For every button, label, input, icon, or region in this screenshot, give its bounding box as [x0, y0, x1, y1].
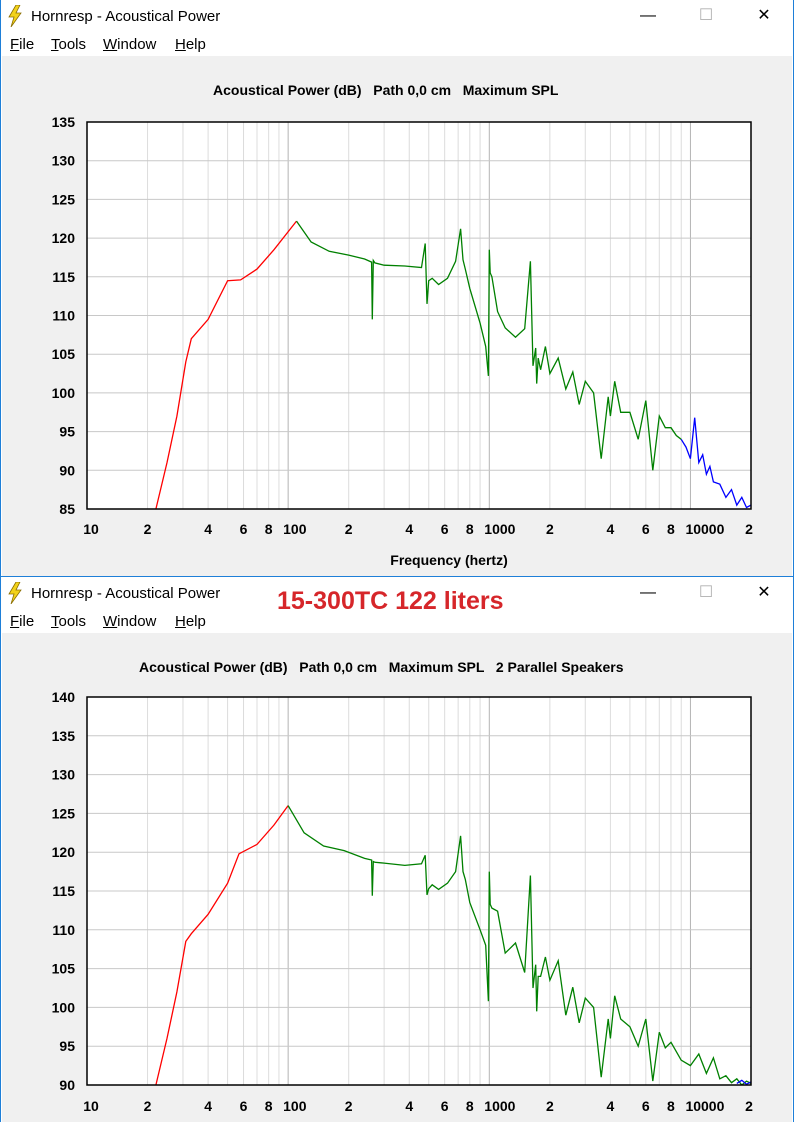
- y-tick-label: 115: [52, 883, 75, 899]
- x-tick-label: 4: [607, 521, 615, 537]
- x-tick-label: 4: [405, 521, 413, 537]
- x-tick-label: 2: [745, 521, 753, 537]
- y-tick-label: 105: [52, 961, 76, 977]
- chart-title: Acoustical Power (dB) Path 0,0 cm Maximu…: [213, 82, 559, 98]
- menu-window[interactable]: Window: [103, 613, 157, 630]
- x-tick-label: 2: [345, 1098, 353, 1114]
- y-tick-label: 120: [52, 844, 76, 860]
- menu-help[interactable]: Help: [175, 613, 206, 630]
- x-tick-label: 6: [441, 1098, 449, 1114]
- menu-tools[interactable]: Tools: [51, 36, 87, 53]
- grid: [87, 122, 751, 509]
- series-line-1: [295, 220, 682, 471]
- plot-frame: [86, 121, 752, 510]
- hornresp-window-1: Hornresp - Acoustical Power — ☐ ✕ File T…: [0, 0, 794, 576]
- x-tick-label: 4: [204, 1098, 212, 1114]
- y-tick-label: 135: [52, 114, 76, 130]
- menu-bar: File Tools Window Help: [1, 610, 793, 632]
- minimize-button[interactable]: —: [640, 584, 656, 601]
- y-tick-label: 130: [52, 153, 76, 169]
- window-title: Hornresp - Acoustical Power: [31, 8, 221, 25]
- x-tick-label: 8: [265, 521, 273, 537]
- lightning-bolt-icon: [8, 582, 22, 604]
- y-tick-label: 95: [59, 424, 75, 440]
- x-tick-label: 6: [240, 1098, 248, 1114]
- x-tick-label: 4: [607, 1098, 615, 1114]
- x-tick-label: 1000: [484, 1098, 515, 1114]
- hornresp-window-2: Hornresp - Acoustical Power 15-300TC 122…: [0, 576, 794, 1122]
- menu-bar: File Tools Window Help: [1, 33, 793, 55]
- x-tick-label: 100: [283, 521, 307, 537]
- y-tick-label: 110: [52, 308, 75, 324]
- menu-file[interactable]: File: [10, 36, 35, 53]
- series-line-2: [736, 1079, 751, 1085]
- window-title: Hornresp - Acoustical Power: [31, 585, 221, 602]
- maximize-button[interactable]: ☐: [698, 7, 714, 24]
- grid: [87, 697, 751, 1085]
- y-tick-label: 125: [52, 191, 76, 207]
- x-axis-label: Frequency (hertz): [390, 552, 507, 568]
- menu-file[interactable]: File: [10, 613, 35, 630]
- series-line-1: [287, 805, 751, 1085]
- x-tick-label: 8: [265, 1098, 273, 1114]
- y-tick-label: 85: [59, 501, 75, 517]
- y-tick-label: 140: [52, 689, 76, 705]
- chart-client-area: Acoustical Power (dB) Path 0,0 cm Maximu…: [2, 56, 792, 576]
- x-tick-label: 8: [466, 1098, 474, 1114]
- y-tick-label: 105: [52, 346, 76, 362]
- x-tick-label: 10: [83, 521, 99, 537]
- chart-client-area: Acoustical Power (dB) Path 0,0 cm Maximu…: [2, 633, 792, 1122]
- x-tick-label: 6: [642, 1098, 650, 1114]
- x-tick-label: 2: [546, 1098, 554, 1114]
- x-tick-label: 100: [283, 1098, 307, 1114]
- y-tick-label: 120: [52, 230, 76, 246]
- x-tick-label: 6: [441, 521, 449, 537]
- x-tick-label: 2: [144, 1098, 152, 1114]
- x-tick-label: 2: [144, 521, 152, 537]
- x-tick-label: 10000: [685, 521, 724, 537]
- title-bar: Hornresp - Acoustical Power 15-300TC 122…: [1, 577, 793, 615]
- x-tick-label: 2: [745, 1098, 753, 1114]
- acoustical-power-chart: 140 135 130 125 120 115 110 105 100 95 90 10 2 4 6 8 100…: [52, 689, 753, 1114]
- y-tick-label: 110: [52, 922, 75, 938]
- y-tick-label: 100: [52, 999, 76, 1015]
- minimize-button[interactable]: —: [640, 7, 656, 24]
- chart-title: Acoustical Power (dB) Path 0,0 cm Maximu…: [139, 659, 624, 675]
- y-tick-label: 100: [52, 385, 76, 401]
- x-tick-label: 10: [83, 1098, 99, 1114]
- y-tick-label: 90: [59, 462, 75, 478]
- menu-tools[interactable]: Tools: [51, 613, 87, 630]
- x-tick-label: 4: [405, 1098, 413, 1114]
- x-tick-label: 6: [240, 521, 248, 537]
- y-tick-label: 115: [52, 269, 75, 285]
- y-tick-label: 95: [59, 1038, 75, 1054]
- x-tick-label: 8: [667, 521, 675, 537]
- x-tick-label: 2: [546, 521, 554, 537]
- y-tick-label: 90: [59, 1077, 75, 1093]
- x-tick-label: 8: [667, 1098, 675, 1114]
- maximize-button[interactable]: ☐: [698, 584, 714, 601]
- x-tick-label: 8: [466, 521, 474, 537]
- series-line-0: [155, 220, 298, 509]
- x-tick-label: 2: [345, 521, 353, 537]
- x-tick-label: 4: [204, 521, 212, 537]
- y-tick-label: 130: [52, 767, 76, 783]
- series-line-0: [155, 805, 289, 1085]
- lightning-bolt-icon: [8, 5, 22, 27]
- close-button[interactable]: ✕: [757, 7, 771, 24]
- plot-frame: [86, 696, 752, 1086]
- x-tick-label: 10000: [685, 1098, 724, 1114]
- series-line-2: [680, 417, 751, 509]
- close-button[interactable]: ✕: [757, 584, 771, 601]
- title-bar: Hornresp - Acoustical Power — ☐ ✕: [1, 0, 793, 32]
- acoustical-power-chart: 135 130 125 120 115 110 105 100 95 90 85 10 2 4 6 8 100 2…: [52, 114, 753, 568]
- menu-window[interactable]: Window: [103, 36, 157, 53]
- y-tick-label: 125: [52, 805, 76, 821]
- menu-help[interactable]: Help: [175, 36, 206, 53]
- x-tick-label: 1000: [484, 521, 515, 537]
- x-tick-label: 6: [642, 521, 650, 537]
- y-tick-label: 135: [52, 728, 76, 744]
